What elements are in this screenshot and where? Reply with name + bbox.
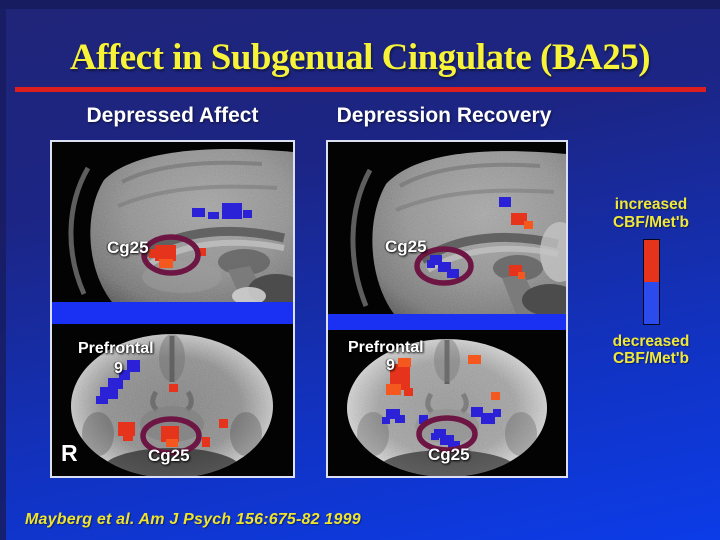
right-orientation-marker: R [61, 440, 78, 466]
cbf-legend: increased CBF/Met'b decreased CBF/Met'b [594, 196, 708, 368]
decreased-activity-blobs [192, 203, 252, 219]
cg25-highlight-circle [141, 234, 201, 276]
coronal-brain-image [52, 324, 293, 476]
coronal-brain-image [328, 330, 566, 476]
prefrontal-label: Prefrontal [348, 339, 424, 356]
legend-increased-swatch [643, 239, 659, 282]
left-edge-bar [0, 0, 6, 540]
increased-activity-blobs [118, 384, 228, 447]
column-header-depression-recovery: Depression Recovery [336, 104, 552, 127]
recovery-sagittal-scan: Cg25 [328, 142, 566, 314]
decreased-activity-blobs [427, 197, 511, 278]
increased-activity-blobs [386, 355, 500, 400]
cg25-highlight-circle [140, 416, 202, 456]
legend-decreased-label: decreased CBF/Met'b [612, 332, 690, 368]
top-edge-bar [0, 0, 720, 9]
brain-texture [372, 151, 566, 314]
scalp-outline [68, 166, 91, 296]
cg25-label: Cg25 [385, 237, 427, 256]
panel-separator-band [328, 314, 566, 330]
title-underline [15, 87, 706, 92]
cg25-label: Cg25 [428, 445, 470, 464]
depressed-coronal-scan: Prefrontal 9 Cg25 R [52, 324, 293, 476]
depression-recovery-panel: Cg25 [326, 140, 568, 478]
legend-decreased-swatch [643, 281, 659, 324]
depressed-sagittal-scan: Cg25 [52, 142, 293, 302]
decreased-activity-blobs [96, 360, 140, 404]
slide-title: Affect in Subgenual Cingulate (BA25) [69, 37, 651, 78]
decreased-activity-blobs [382, 407, 501, 450]
citation-text: Mayberg et al. Am J Psych 156:675-82 199… [25, 511, 361, 528]
cg25-label: Cg25 [148, 446, 190, 465]
increased-activity-blobs [149, 245, 206, 268]
prefrontal-label: Prefrontal [78, 340, 154, 357]
depressed-affect-panel: Cg25 [50, 140, 295, 478]
panel-separator-band [52, 302, 293, 324]
legend-colorbar [642, 238, 660, 325]
legend-increased-label: increased CBF/Met'b [612, 196, 689, 231]
cg25-highlight-circle [416, 415, 478, 453]
cg25-highlight-circle [414, 246, 474, 286]
recovery-coronal-scan: Prefrontal 9 Cg25 [328, 330, 566, 476]
sagittal-brain-image [52, 142, 293, 302]
brain-texture [71, 334, 273, 476]
scalp-outline [350, 168, 373, 307]
sagittal-brain-image [328, 142, 566, 314]
increased-activity-blobs [509, 213, 533, 279]
area9-label: 9 [386, 357, 395, 374]
cg25-label: Cg25 [107, 238, 149, 257]
area9-label: 9 [114, 360, 123, 377]
column-header-depressed-affect: Depressed Affect [86, 104, 259, 127]
